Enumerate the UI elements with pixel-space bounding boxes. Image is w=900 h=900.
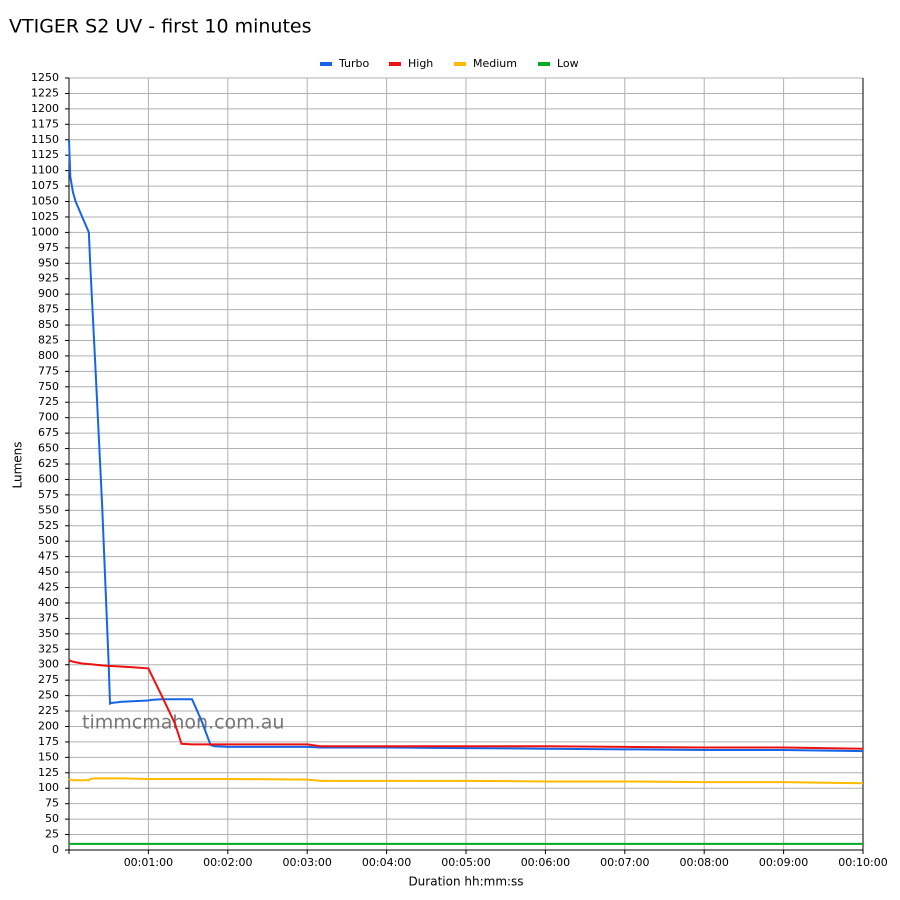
y-tick-label: 500 [38,534,59,547]
x-tick-label: 00:07:00 [600,856,649,869]
y-tick-label: 1075 [31,179,59,192]
y-tick-label: 1250 [31,71,59,84]
y-tick-label: 475 [38,550,59,563]
y-tick-label: 375 [38,611,59,624]
x-axis-label: Duration hh:mm:ss [408,875,523,889]
y-tick-label: 575 [38,488,59,501]
y-tick-label: 1175 [31,117,59,130]
x-tick-label: 00:05:00 [441,856,490,869]
x-tick-label: 00:04:00 [362,856,411,869]
y-tick-label: 1000 [31,225,59,238]
y-tick-label: 750 [38,380,59,393]
y-tick-label: 625 [38,457,59,470]
y-tick-label: 100 [38,781,59,794]
y-tick-label: 1125 [31,148,59,161]
y-tick-label: 275 [38,673,59,686]
series-line [68,139,864,753]
legend-label: Turbo [338,57,370,70]
y-tick-label: 350 [38,627,59,640]
y-tick-label: 1025 [31,210,59,223]
y-tick-label: 875 [38,303,59,316]
y-tick-label: 800 [38,349,59,362]
y-tick-label: 900 [38,287,59,300]
y-tick-label: 225 [38,704,59,717]
y-axis-label: Lumens [11,441,25,488]
legend-label: Low [557,57,579,70]
y-tick-label: 950 [38,256,59,269]
legend-label: High [408,57,433,70]
y-tick-label: 300 [38,658,59,671]
y-tick-label: 250 [38,689,59,702]
y-tick-label: 700 [38,411,59,424]
y-tick-label: 200 [38,719,59,732]
series-line [68,777,864,785]
y-tick-label: 25 [45,828,59,841]
y-tick-label: 1050 [31,195,59,208]
y-tick-label: 425 [38,581,59,594]
y-tick-label: 125 [38,766,59,779]
legend-label: Medium [473,57,517,70]
x-tick-label: 00:06:00 [521,856,570,869]
y-tick-label: 150 [38,750,59,763]
series-line [68,659,864,750]
y-tick-label: 550 [38,503,59,516]
y-tick-label: 450 [38,565,59,578]
y-tick-label: 600 [38,472,59,485]
y-tick-label: 775 [38,364,59,377]
watermark: timmcmahon.com.au [82,712,284,734]
y-tick-label: 175 [38,735,59,748]
x-tick-label: 00:01:00 [124,856,173,869]
y-tick-label: 1200 [31,102,59,115]
y-tick-label: 75 [45,797,59,810]
y-tick-label: 325 [38,642,59,655]
y-tick-label: 925 [38,272,59,285]
x-tick-label: 00:08:00 [679,856,728,869]
y-tick-label: 0 [52,843,59,856]
y-tick-label: 850 [38,318,59,331]
y-tick-label: 975 [38,241,59,254]
x-tick-label: 00:03:00 [282,856,331,869]
y-tick-label: 400 [38,596,59,609]
y-tick-label: 725 [38,395,59,408]
y-tick-label: 675 [38,426,59,439]
x-tick-label: 00:02:00 [203,856,252,869]
chart-title: VTIGER S2 UV - first 10 minutes [9,16,312,38]
y-tick-label: 825 [38,333,59,346]
y-tick-label: 650 [38,442,59,455]
y-tick-label: 1225 [31,86,59,99]
x-tick-label: 00:10:00 [838,856,887,869]
y-tick-label: 1100 [31,164,59,177]
x-tick-label: 00:09:00 [759,856,808,869]
y-tick-label: 50 [45,812,59,825]
y-tick-label: 1150 [31,133,59,146]
y-tick-label: 525 [38,519,59,532]
